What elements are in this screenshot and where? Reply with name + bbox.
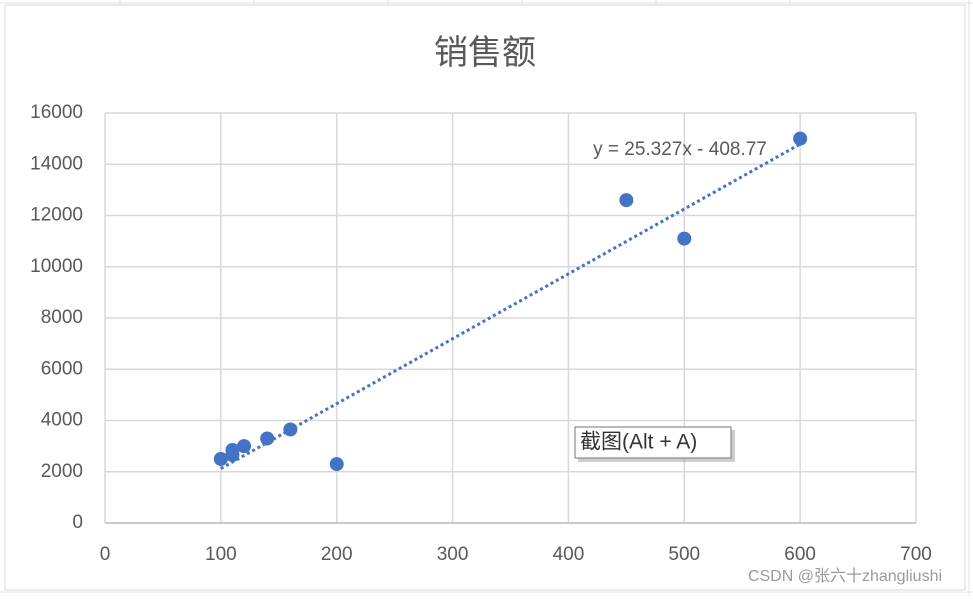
y-tick-label: 6000 — [41, 358, 83, 379]
y-tick-label: 0 — [72, 512, 83, 533]
trendline-label: y = 25.327x - 408.77 — [593, 139, 767, 160]
point — [677, 231, 692, 246]
y-tick-label: 12000 — [30, 205, 83, 226]
point — [225, 448, 240, 463]
y-tick-label: 14000 — [30, 153, 83, 174]
x-tick-label: 600 — [784, 544, 816, 565]
chart-area — [4, 4, 966, 591]
x-tick-label: 200 — [321, 544, 353, 565]
x-tick-label: 500 — [668, 544, 700, 565]
x-tick-label: 300 — [437, 544, 469, 565]
point — [793, 131, 808, 146]
trendline — [220, 142, 801, 470]
point — [283, 422, 298, 437]
y-tick-label: 10000 — [30, 256, 83, 277]
y-tick-label: 4000 — [41, 410, 83, 431]
y-tick-label: 8000 — [41, 307, 83, 328]
x-tick-label: 700 — [900, 544, 932, 565]
point — [260, 431, 275, 446]
watermark: CSDN @张六十zhangliushi — [748, 567, 942, 585]
x-tick-label: 0 — [100, 544, 111, 565]
tooltip-text: 截图(Alt + A) — [580, 431, 697, 454]
x-tick-label: 400 — [553, 544, 585, 565]
point — [619, 193, 634, 208]
x-tick-label: 100 — [205, 544, 237, 565]
point — [237, 439, 252, 454]
chart-title: 销售额 — [434, 34, 536, 72]
tooltip: 截图(Alt + A) — [574, 426, 735, 462]
y-tick-label: 16000 — [30, 102, 83, 123]
y-tick-label: 2000 — [41, 461, 83, 482]
point — [329, 457, 344, 472]
point — [213, 451, 228, 466]
